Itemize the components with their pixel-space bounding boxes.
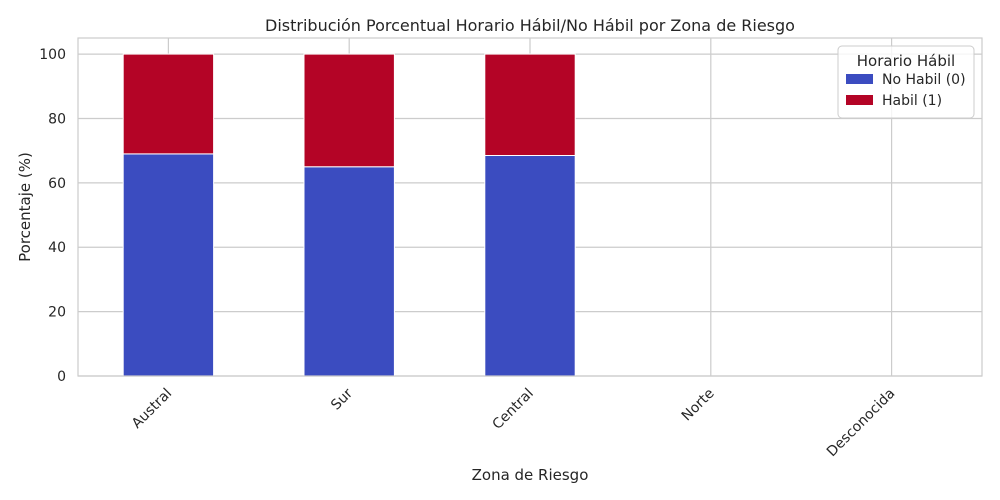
y-tick-label: 60	[48, 176, 66, 192]
bar-segment	[122, 153, 215, 377]
bar-segment	[484, 154, 576, 377]
legend-label: No Habil (0)	[882, 72, 966, 88]
y-tick-label: 0	[57, 369, 66, 385]
chart-title: Distribución Porcentual Horario Hábil/No…	[265, 16, 795, 35]
legend-items: No Habil (0) Habil (1)	[846, 72, 966, 109]
legend: Horario Hábil No Habil (0) Habil (1)	[837, 45, 975, 119]
bar-segment	[303, 53, 395, 168]
y-tick-labels: 0 20 40 60 80 100	[39, 47, 66, 385]
y-tick-label: 100	[39, 47, 66, 63]
legend-swatch	[846, 74, 873, 84]
legend-title: Horario Hábil	[857, 52, 955, 70]
x-axis-label: Zona de Riesgo	[472, 466, 589, 484]
y-tick-label: 80	[48, 111, 66, 127]
legend-swatch	[846, 95, 873, 105]
y-tick-label: 20	[48, 305, 66, 321]
bar-segment	[303, 166, 395, 377]
legend-label: Habil (1)	[882, 93, 942, 109]
plot-frame	[77, 37, 983, 377]
bars	[122, 53, 576, 377]
y-tick-label: 40	[48, 240, 66, 256]
bar-segment	[484, 53, 576, 156]
bar-segment	[122, 53, 215, 155]
y-axis-label: Porcentaje (%)	[16, 152, 34, 262]
